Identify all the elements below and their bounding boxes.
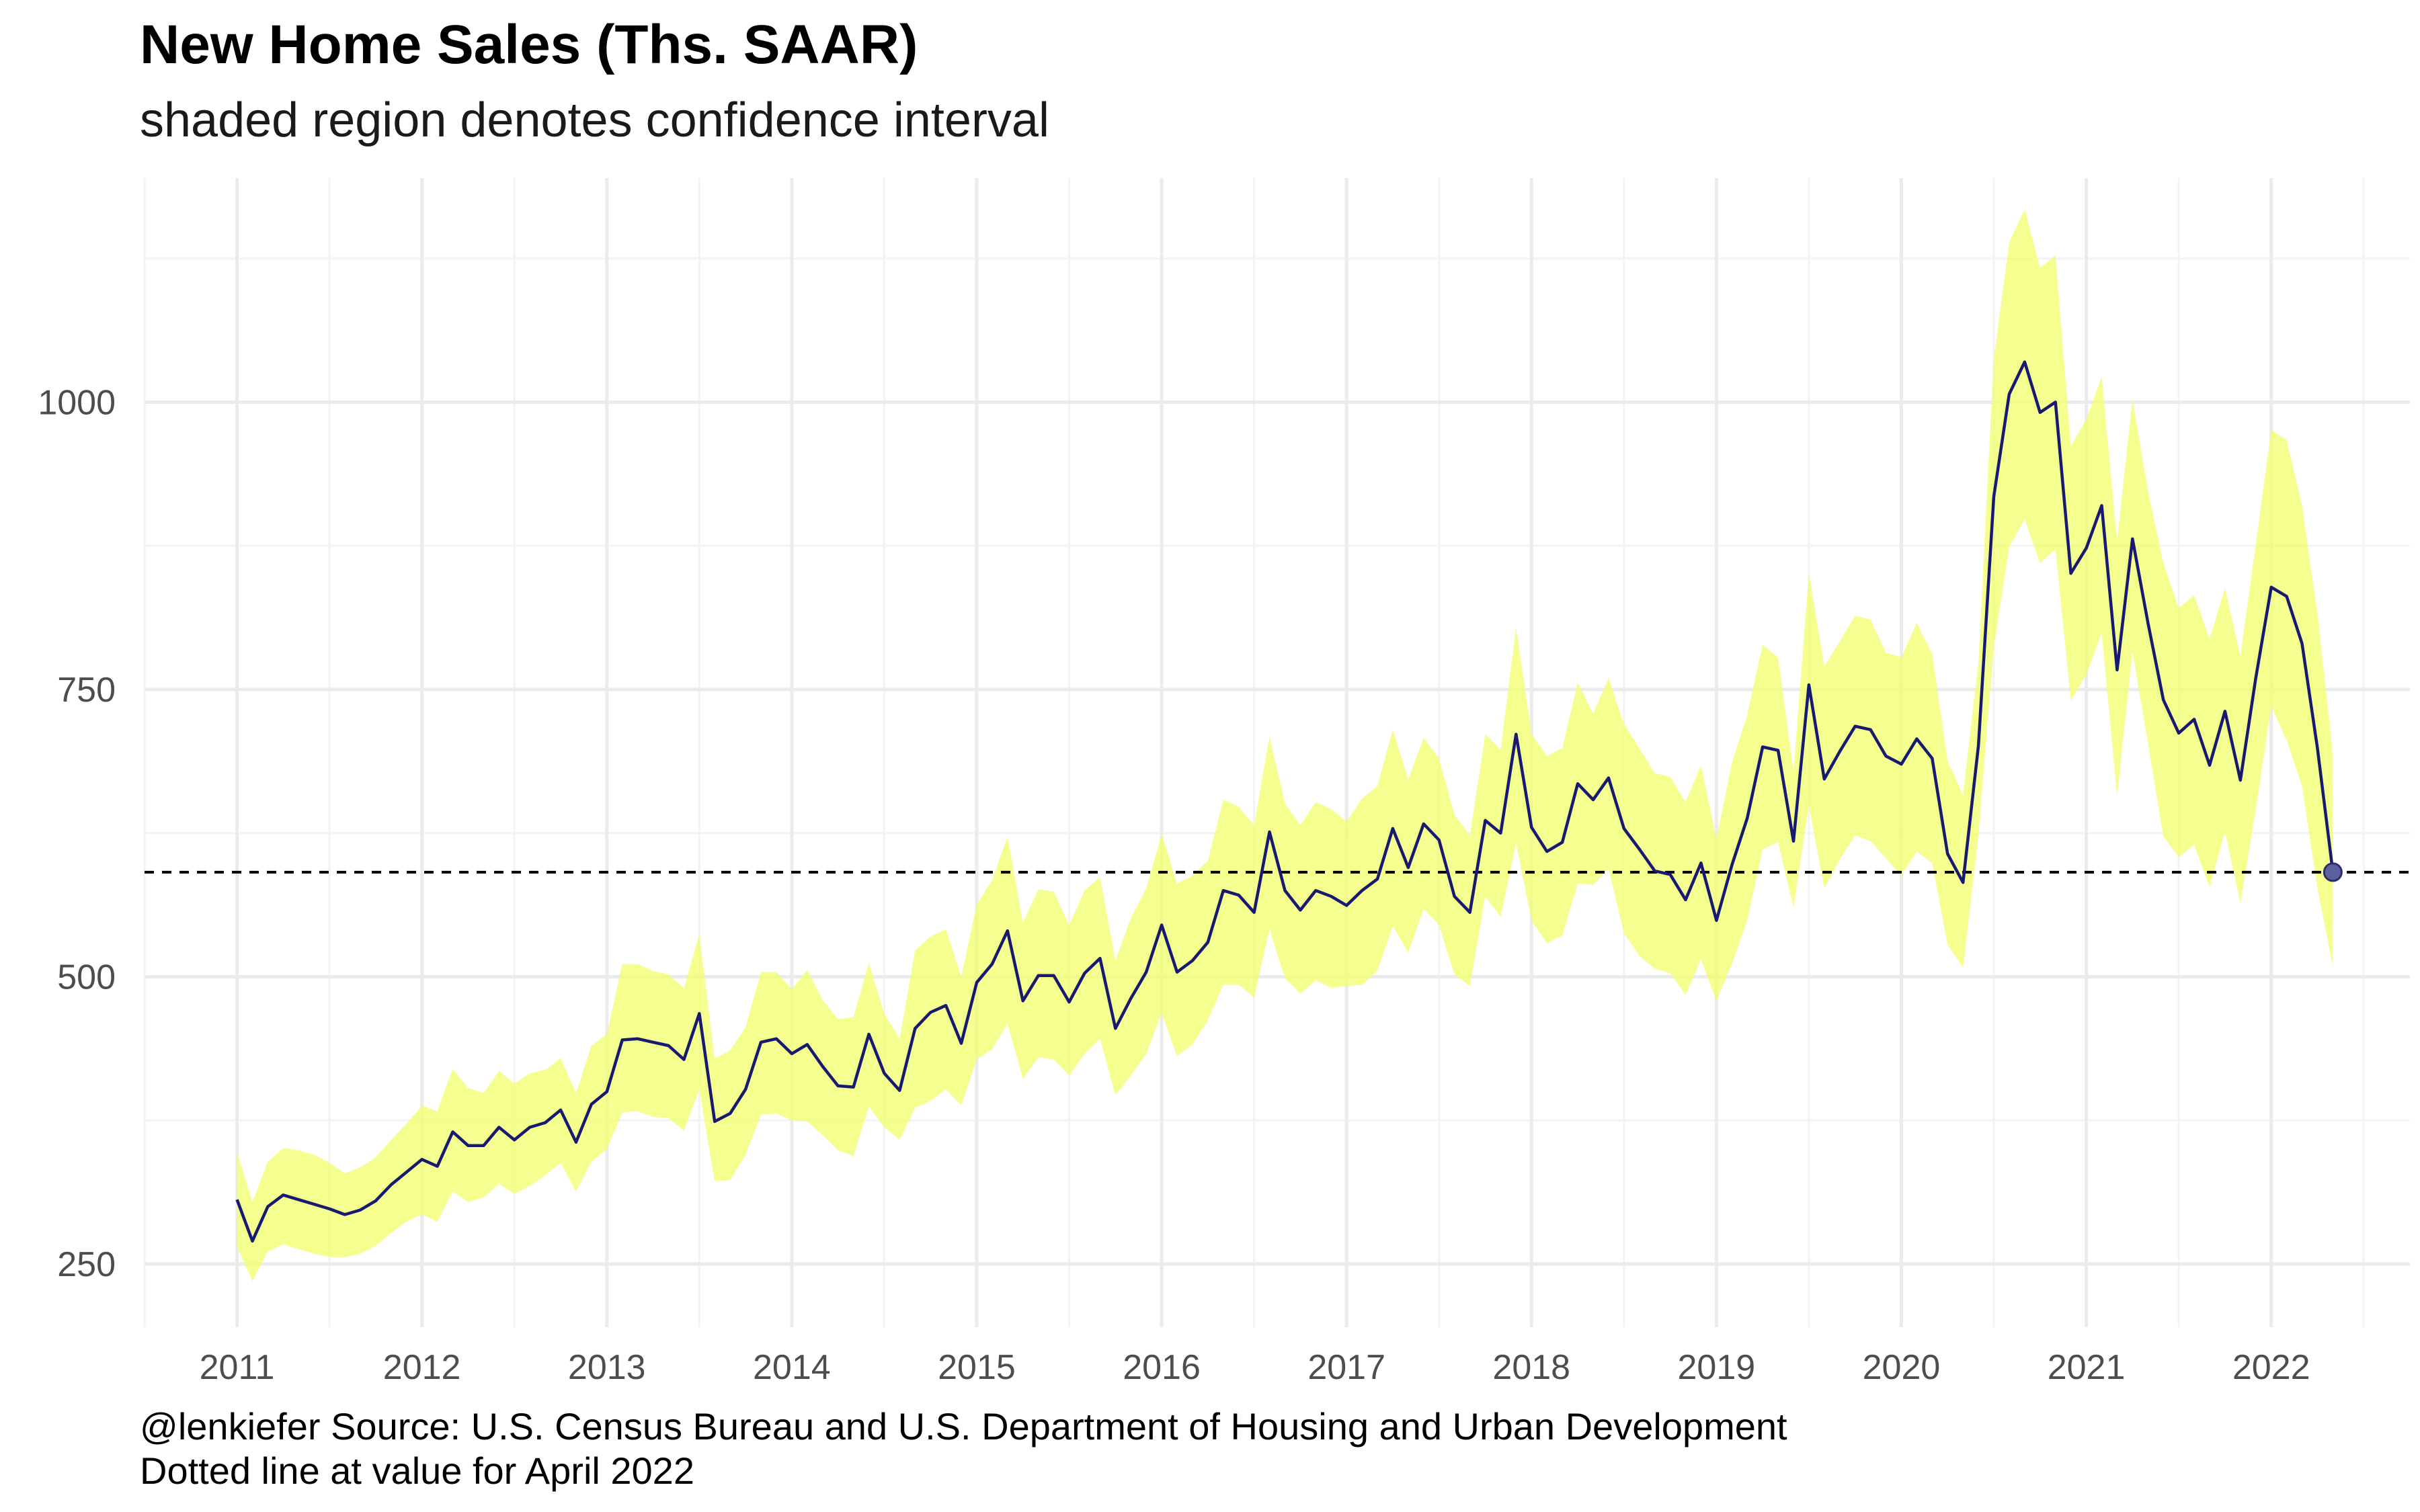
y-tick-label: 1000 [38, 383, 116, 422]
x-tick-label: 2015 [938, 1348, 1016, 1387]
chart-title: New Home Sales (Ths. SAAR) [140, 14, 918, 75]
note-caption: Dotted line at value for April 2022 [140, 1450, 694, 1492]
chart-subtitle: shaded region denotes confidence interva… [140, 93, 1049, 147]
x-tick-label: 2011 [200, 1348, 275, 1387]
series-line [235, 360, 2335, 1243]
y-tick-label: 500 [57, 958, 116, 997]
x-tick-label: 2012 [383, 1348, 461, 1387]
x-axis-ticks: 2011 2012 2013 2014 2015 2016 2017 2018 2019 2020… [200, 1348, 2310, 1387]
x-tick-label: 2013 [568, 1348, 646, 1387]
endpoint-layer [2323, 862, 2343, 882]
y-tick-label: 250 [57, 1245, 116, 1284]
x-tick-label: 2021 [2048, 1348, 2126, 1387]
x-tick-label: 2020 [1863, 1348, 1941, 1387]
endpoint-marker [2323, 862, 2343, 882]
x-tick-label: 2018 [1492, 1348, 1570, 1387]
x-tick-label: 2017 [1307, 1348, 1385, 1387]
confidence-band-layer [237, 209, 2333, 1282]
x-tick-label: 2022 [2232, 1348, 2310, 1387]
source-caption: @lenkiefer Source: U.S. Census Bureau an… [140, 1405, 1787, 1447]
y-tick-label: 750 [57, 671, 116, 710]
x-tick-label: 2019 [1678, 1348, 1756, 1387]
x-tick-label: 2016 [1123, 1348, 1201, 1387]
confidence-band [237, 209, 2333, 1282]
x-tick-label: 2014 [753, 1348, 831, 1387]
y-axis-ticks: 250 500 750 1000 [38, 383, 116, 1284]
series-line-layer [235, 360, 2335, 1243]
